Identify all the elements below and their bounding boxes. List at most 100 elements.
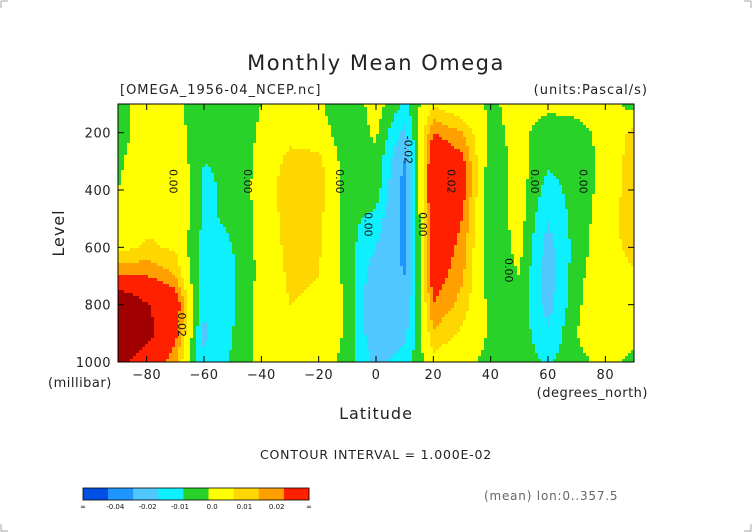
heatmap-cell <box>400 170 404 174</box>
heatmap-cell <box>433 140 437 144</box>
heatmap-cell <box>481 140 485 144</box>
heatmap-cell <box>235 152 239 156</box>
heatmap-cell <box>433 179 437 183</box>
heatmap-cell <box>307 173 311 177</box>
heatmap-cell <box>457 182 461 186</box>
heatmap-cell <box>259 164 263 168</box>
heatmap-cell <box>154 155 158 159</box>
heatmap-cell <box>496 104 500 108</box>
heatmap-cell <box>610 110 614 114</box>
heatmap-cell <box>328 143 332 147</box>
heatmap-cell <box>394 137 398 141</box>
heatmap-cell <box>601 131 605 135</box>
heatmap-cell <box>325 119 329 123</box>
heatmap-cell <box>631 173 634 177</box>
heatmap-cell <box>199 110 203 114</box>
heatmap-cell <box>316 116 320 120</box>
heatmap-cell <box>157 119 161 123</box>
heatmap-cell <box>463 110 467 114</box>
heatmap-cell <box>382 170 386 174</box>
heatmap-cell <box>244 131 248 135</box>
heatmap-cell <box>607 170 611 174</box>
heatmap-cell <box>544 164 548 168</box>
heatmap-cell <box>274 185 278 189</box>
heatmap-cell <box>160 164 164 168</box>
heatmap-cell <box>502 155 506 159</box>
heatmap-cell <box>499 140 503 144</box>
heatmap-cell <box>280 131 284 135</box>
heatmap-cell <box>295 149 299 153</box>
heatmap-cell <box>292 173 296 177</box>
heatmap-cell <box>601 113 605 117</box>
heatmap-cell <box>307 134 311 138</box>
heatmap-cell <box>184 143 188 147</box>
heatmap-cell <box>427 107 431 111</box>
heatmap-cell <box>163 155 167 159</box>
heatmap-cell <box>547 170 551 174</box>
heatmap-cell <box>379 113 383 117</box>
heatmap-cell <box>478 119 482 123</box>
heatmap-cell <box>298 164 302 168</box>
heatmap-cell <box>424 119 428 123</box>
heatmap-cell <box>619 131 623 135</box>
heatmap-cell <box>322 164 326 168</box>
heatmap-cell <box>205 119 209 123</box>
heatmap-cell <box>607 140 611 144</box>
heatmap-cell <box>256 134 260 138</box>
heatmap-cell <box>556 128 560 132</box>
heatmap-cell <box>313 182 317 186</box>
heatmap-cell <box>304 173 308 177</box>
heatmap-cell <box>547 182 551 186</box>
heatmap-cell <box>328 164 332 168</box>
heatmap-cell <box>346 119 350 123</box>
heatmap-cell <box>304 134 308 138</box>
heatmap-cell <box>577 182 581 186</box>
heatmap-cell <box>625 176 629 180</box>
heatmap-cell <box>466 140 470 144</box>
heatmap-cell <box>142 149 146 153</box>
heatmap-cell <box>553 149 557 153</box>
heatmap-cell <box>589 116 593 120</box>
heatmap-cell <box>196 107 200 111</box>
heatmap-cell <box>442 116 446 120</box>
heatmap-cell <box>265 167 269 171</box>
heatmap-cell <box>154 143 158 147</box>
heatmap-cell <box>220 158 224 162</box>
heatmap-cell <box>373 179 377 183</box>
heatmap-cell <box>514 161 518 165</box>
heatmap-cell <box>238 110 242 114</box>
heatmap-cell <box>595 110 599 114</box>
heatmap-cell <box>199 146 203 150</box>
heatmap-cell <box>631 161 634 165</box>
heatmap-cell <box>412 116 416 120</box>
heatmap-cell <box>562 167 566 171</box>
heatmap-cell <box>157 155 161 159</box>
heatmap-cell <box>448 143 452 147</box>
heatmap-cell <box>184 146 188 150</box>
heatmap-cell <box>148 134 152 138</box>
heatmap-cell <box>139 131 143 135</box>
heatmap-cell <box>301 185 305 189</box>
heatmap-cell <box>259 137 263 141</box>
heatmap-cell <box>268 158 272 162</box>
heatmap-cell <box>574 107 578 111</box>
heatmap-cell <box>148 179 152 183</box>
heatmap-cell <box>451 104 455 108</box>
heatmap-cell <box>187 140 191 144</box>
heatmap-cell <box>214 134 218 138</box>
heatmap-cell <box>187 134 191 138</box>
heatmap-cell <box>256 170 260 174</box>
heatmap-cell <box>613 173 617 177</box>
heatmap-cell <box>418 134 422 138</box>
heatmap-cell <box>316 113 320 117</box>
heatmap-cell <box>181 182 185 186</box>
heatmap-cell <box>298 122 302 126</box>
heatmap-cell <box>331 125 335 129</box>
heatmap-cell <box>379 131 383 135</box>
heatmap-cell <box>214 107 218 111</box>
heatmap-cell <box>172 140 176 144</box>
heatmap-cell <box>505 176 509 180</box>
heatmap-cell <box>580 158 584 162</box>
heatmap-cell <box>388 164 392 168</box>
heatmap-cell <box>610 140 614 144</box>
